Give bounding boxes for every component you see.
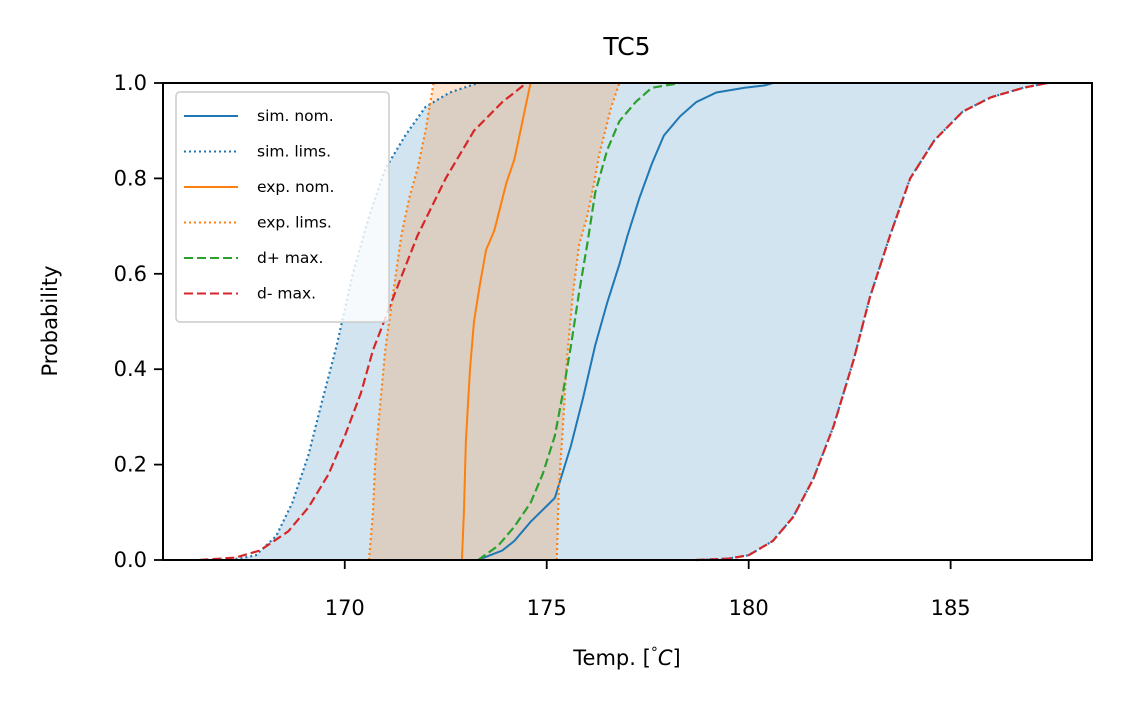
legend-box <box>175 91 390 323</box>
axes-frame <box>162 82 1093 561</box>
series-2-line <box>460 82 532 561</box>
sim-band <box>215 83 1048 560</box>
x-tick-label: 175 <box>527 596 567 620</box>
legend-label: d+ max. <box>257 249 323 267</box>
y-tick-label: 0.4 <box>114 357 147 381</box>
series-1-lower-line <box>215 81 479 562</box>
series-0-line <box>477 82 774 561</box>
legend-label: sim. nom. <box>257 107 334 125</box>
series-3-upper-line <box>555 82 621 561</box>
legend-label: exp. nom. <box>257 178 334 196</box>
legend-label: sim. lims. <box>257 143 331 161</box>
x-axis-ticks: 170 175 180 185 <box>325 560 971 620</box>
x-tick-label: 180 <box>729 596 769 620</box>
y-tick-label: 1.0 <box>114 71 147 95</box>
plot-area <box>199 81 1048 562</box>
series-lines <box>199 81 1048 562</box>
x-axis-label: Temp. [°C] <box>572 645 680 670</box>
x-tick-label: 185 <box>931 596 971 620</box>
exp-band <box>369 83 620 560</box>
y-axis-ticks: 0.0 0.2 0.4 0.6 0.8 1.0 <box>114 71 163 572</box>
y-tick-label: 0.6 <box>114 262 147 286</box>
y-tick-label: 0.8 <box>114 166 147 190</box>
legend-label: d- max. <box>257 285 316 303</box>
chart-title: TC5 <box>602 32 650 61</box>
legend: sim. nom. sim. lims. exp. nom. exp. lims. d+… <box>175 91 390 323</box>
y-tick-label: 0.0 <box>114 548 147 572</box>
series-6-line <box>696 81 1048 562</box>
x-tick-label: 170 <box>325 596 365 620</box>
series-4-line <box>477 81 681 561</box>
y-axis-label: Probability <box>38 265 62 376</box>
bands <box>215 83 1048 560</box>
y-tick-label: 0.2 <box>114 453 147 477</box>
legend-label: exp. lims. <box>257 214 332 232</box>
series-5-line <box>199 82 528 562</box>
